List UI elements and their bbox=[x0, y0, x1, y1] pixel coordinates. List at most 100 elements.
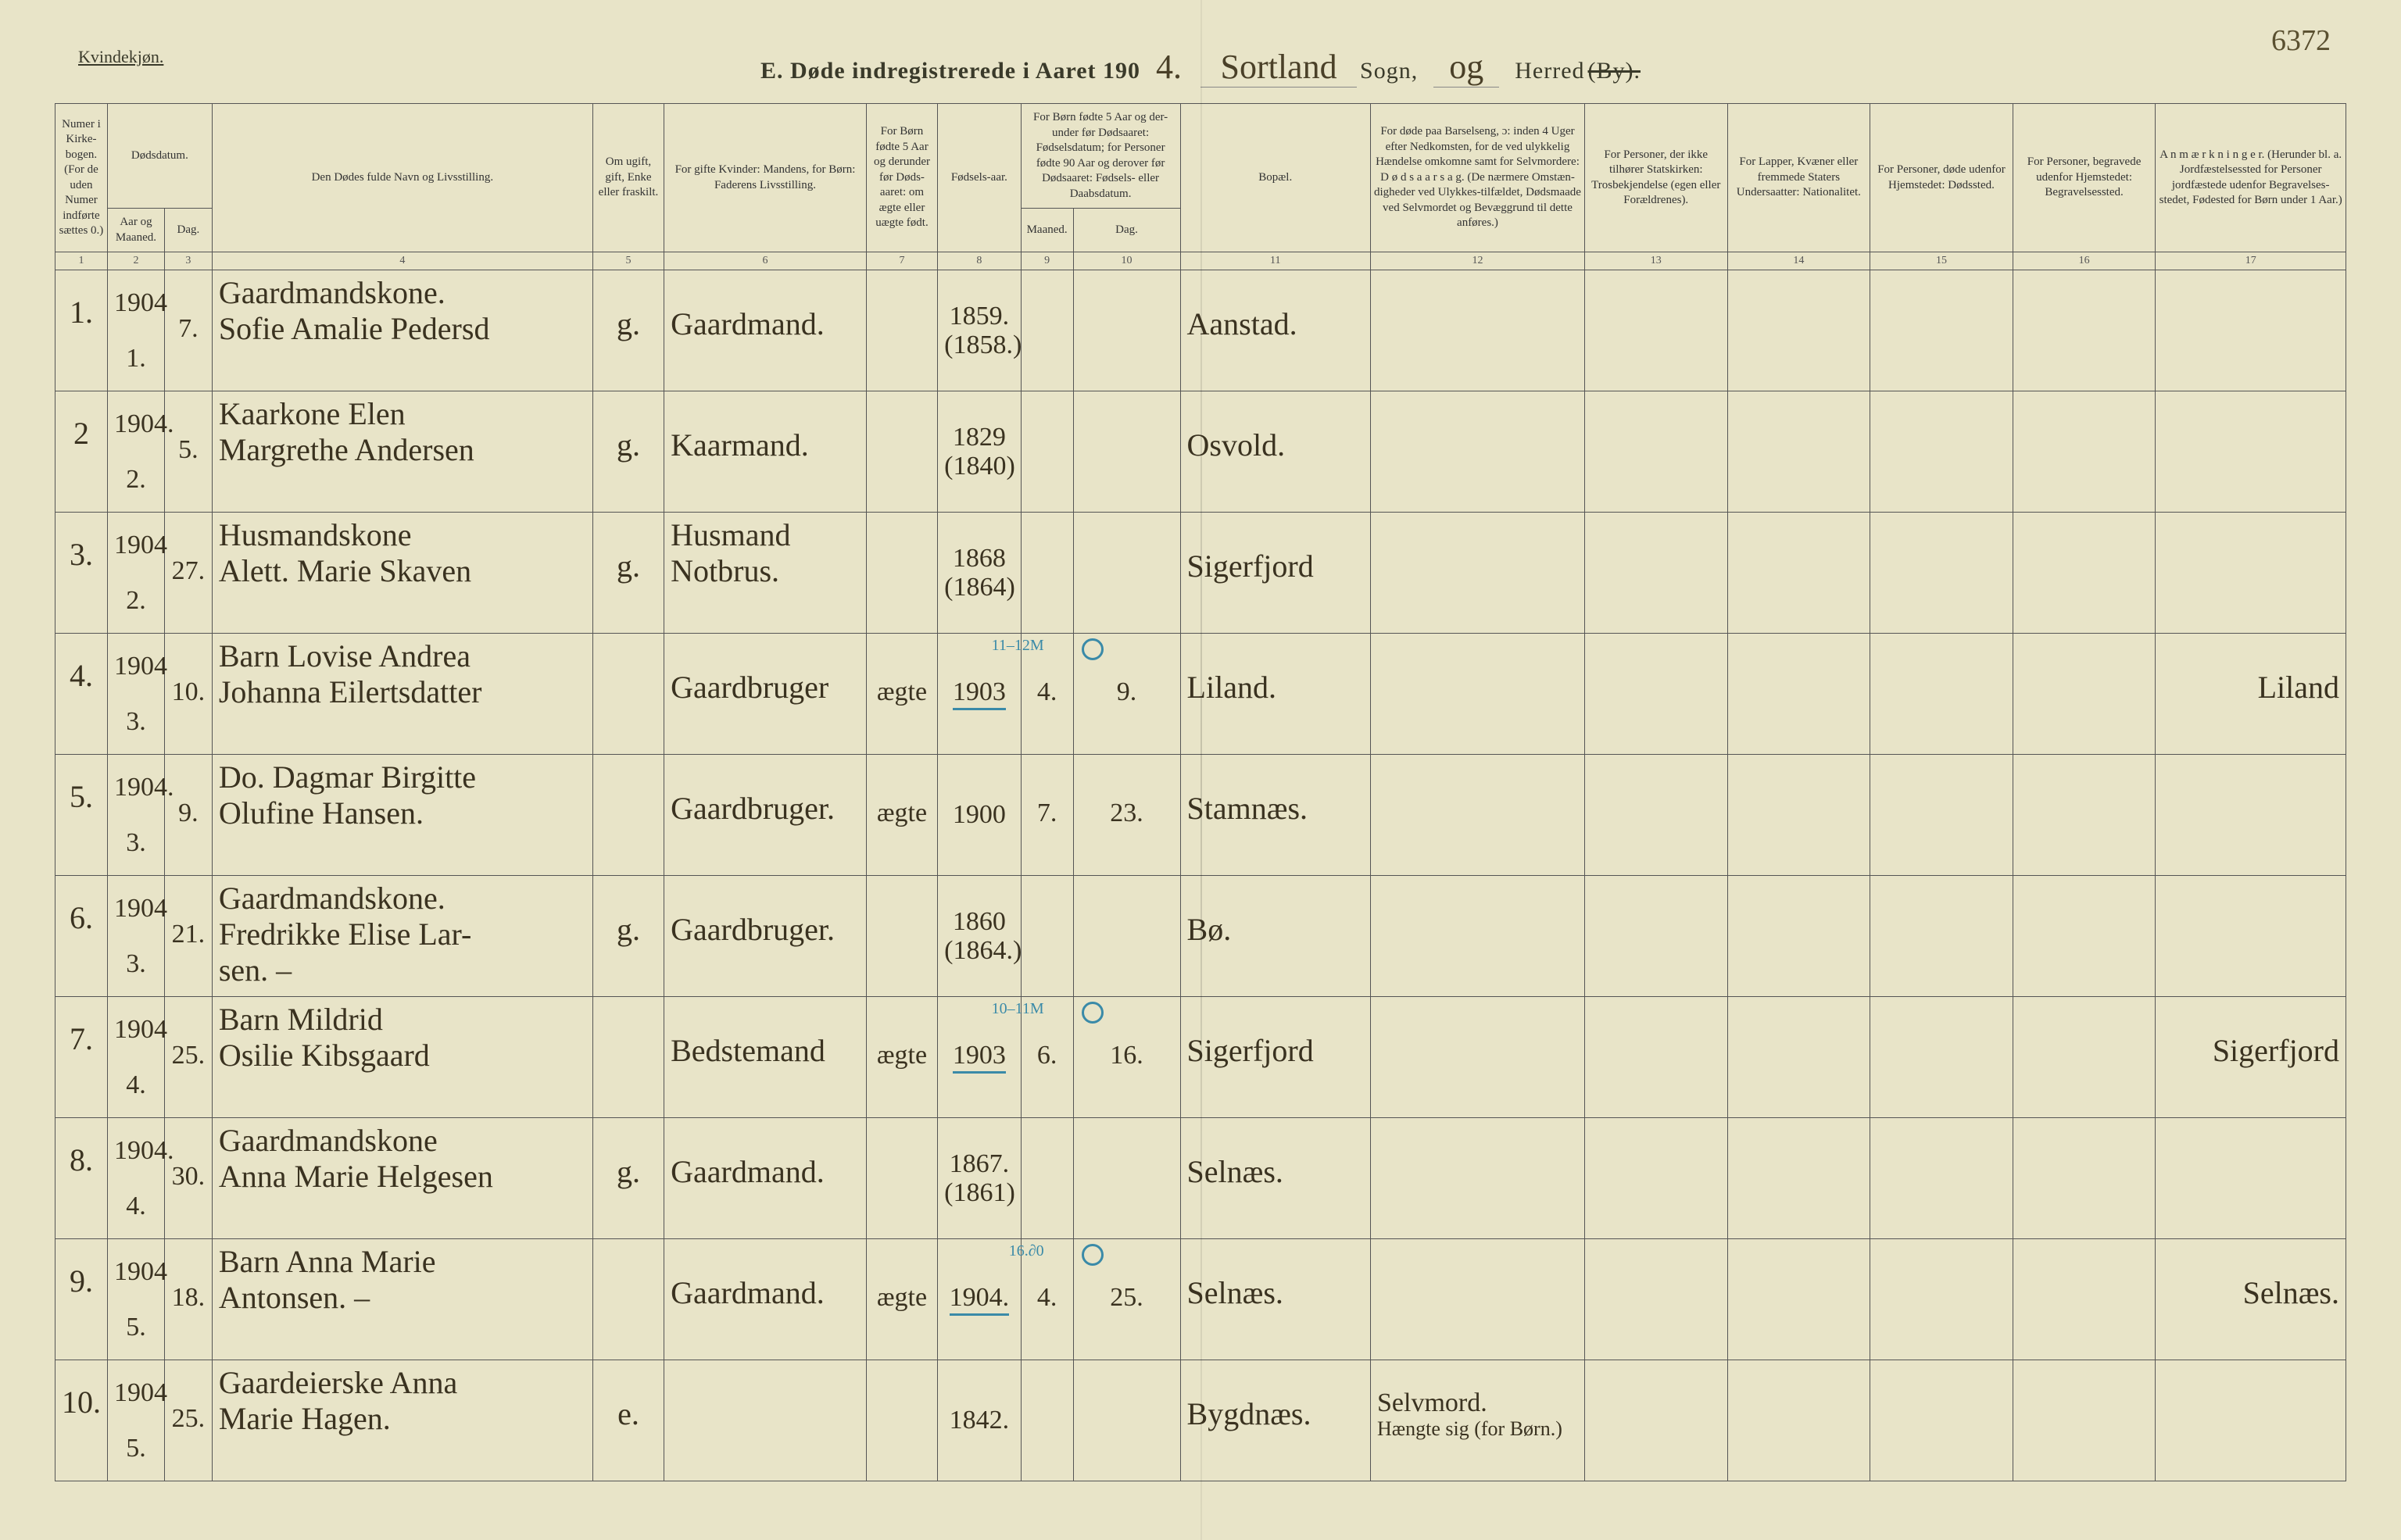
cell: Barn Lovise AndreaJohanna Eilertsdatter bbox=[212, 634, 592, 755]
cell bbox=[1870, 1118, 2013, 1239]
cell: Barn Anna MarieAntonsen. – bbox=[212, 1239, 592, 1360]
col-h2a: Dødsdatum. bbox=[107, 104, 212, 209]
cell bbox=[1870, 270, 2013, 391]
cell bbox=[2156, 876, 2346, 997]
cell: 10. bbox=[55, 1360, 108, 1481]
cell: 9. bbox=[164, 755, 212, 876]
cell bbox=[2013, 513, 2156, 634]
cell bbox=[1073, 270, 1180, 391]
colnum: 8 bbox=[938, 252, 1022, 270]
cell: 19042. bbox=[107, 513, 164, 634]
page-number: 6372 bbox=[2271, 23, 2331, 58]
cell: Liland bbox=[2156, 634, 2346, 755]
cell: Gaardeierske AnnaMarie Hagen. bbox=[212, 1360, 592, 1481]
cell bbox=[1584, 270, 1727, 391]
col-h4: Den Dødes fulde Navn og Livsstilling. bbox=[212, 104, 592, 252]
colnum: 7 bbox=[866, 252, 937, 270]
cell bbox=[1727, 755, 1870, 876]
cell: 25. bbox=[164, 997, 212, 1118]
cell bbox=[592, 634, 664, 755]
table-row: 6.19043.21.Gaardmandskone.Fredrikke Elis… bbox=[55, 876, 2346, 997]
colnum: 3 bbox=[164, 252, 212, 270]
ledger-table: Numer i Kirke-bogen. (For de uden Numer … bbox=[55, 103, 2346, 1481]
cell: 1860(1864.) bbox=[938, 876, 1022, 997]
colnum: 6 bbox=[664, 252, 867, 270]
parish-label: Sogn, bbox=[1360, 58, 1418, 84]
cell: 5. bbox=[164, 391, 212, 513]
conj-script: og bbox=[1433, 47, 1499, 88]
cell bbox=[2013, 270, 2156, 391]
cell bbox=[1371, 513, 1585, 634]
cell: 7. bbox=[55, 997, 108, 1118]
cell bbox=[1727, 513, 1870, 634]
cell bbox=[1584, 1118, 1727, 1239]
cell: g. bbox=[592, 1118, 664, 1239]
cell: 1867.(1861) bbox=[938, 1118, 1022, 1239]
cell bbox=[1584, 997, 1727, 1118]
col-h14: For Lapper, Kvæner eller fremmede Stater… bbox=[1727, 104, 1870, 252]
cell: Gaardbruger. bbox=[664, 755, 867, 876]
cell: HusmandskoneAlett. Marie Skaven bbox=[212, 513, 592, 634]
cell bbox=[1021, 876, 1073, 997]
cell: Sigerfjord bbox=[1180, 513, 1370, 634]
cell bbox=[1021, 1360, 1073, 1481]
cell: Selnæs. bbox=[2156, 1239, 2346, 1360]
cell bbox=[1371, 876, 1585, 997]
cell: 6. bbox=[1021, 997, 1073, 1118]
cell bbox=[1021, 270, 1073, 391]
cell bbox=[1727, 997, 1870, 1118]
cell bbox=[1371, 1239, 1585, 1360]
cell bbox=[1727, 270, 1870, 391]
colnum: 15 bbox=[1870, 252, 2013, 270]
cell bbox=[1584, 1360, 1727, 1481]
cell bbox=[1073, 391, 1180, 513]
cell: g. bbox=[592, 513, 664, 634]
cell: Selnæs. bbox=[1180, 1239, 1370, 1360]
table-row: 1.19041.7.Gaardmandskone.Sofie Amalie Pe… bbox=[55, 270, 2346, 391]
cell bbox=[1727, 1239, 1870, 1360]
cell bbox=[2156, 755, 2346, 876]
cell: 1. bbox=[55, 270, 108, 391]
cell: 10. bbox=[164, 634, 212, 755]
parish-script: Sortland bbox=[1200, 47, 1357, 88]
cell bbox=[2013, 997, 2156, 1118]
cell: 25. bbox=[1073, 1239, 1180, 1360]
cell: 25. bbox=[164, 1360, 212, 1481]
cell bbox=[1727, 1118, 1870, 1239]
cell: 4. bbox=[1021, 1239, 1073, 1360]
cell: 1900 bbox=[938, 755, 1022, 876]
cell: Liland. bbox=[1180, 634, 1370, 755]
cell bbox=[1584, 755, 1727, 876]
cell: 19043. bbox=[107, 634, 164, 755]
cell: GaardmandskoneAnna Marie Helgesen bbox=[212, 1118, 592, 1239]
cell: g. bbox=[592, 391, 664, 513]
cell: 7. bbox=[1021, 755, 1073, 876]
cell bbox=[592, 1239, 664, 1360]
colnum: 5 bbox=[592, 252, 664, 270]
table-row: 10.19045.25.Gaardeierske AnnaMarie Hagen… bbox=[55, 1360, 2346, 1481]
cell bbox=[2156, 513, 2346, 634]
cell: 1904.3. bbox=[107, 755, 164, 876]
cell bbox=[2156, 1118, 2346, 1239]
cell: Bedstemand bbox=[664, 997, 867, 1118]
col-h17: A n m æ r k n i n g e r. (Herunder bl. a… bbox=[2156, 104, 2346, 252]
cell: 1859.(1858.) bbox=[938, 270, 1022, 391]
cell: 3. bbox=[55, 513, 108, 634]
col-h10: Dag. bbox=[1073, 209, 1180, 252]
col-number-row: 1 2 3 4 5 6 7 8 9 10 11 12 13 14 15 16 1… bbox=[55, 252, 2346, 270]
cell: Gaardmandskone.Fredrikke Elise Lar-sen. … bbox=[212, 876, 592, 997]
colnum: 16 bbox=[2013, 252, 2156, 270]
cell bbox=[2013, 391, 2156, 513]
cell: 9. bbox=[1073, 634, 1180, 755]
cell: 18. bbox=[164, 1239, 212, 1360]
colnum: 9 bbox=[1021, 252, 1073, 270]
cell bbox=[592, 755, 664, 876]
cell: Kaarmand. bbox=[664, 391, 867, 513]
colnum: 14 bbox=[1727, 252, 1870, 270]
cell bbox=[1870, 997, 2013, 1118]
district-label: Herred bbox=[1515, 58, 1584, 84]
cell: 19041. bbox=[107, 270, 164, 391]
col-h11: Bopæl. bbox=[1180, 104, 1370, 252]
cell: 9. bbox=[55, 1239, 108, 1360]
col-h6: For gifte Kvinder: Mandens, for Børn: Fa… bbox=[664, 104, 867, 252]
